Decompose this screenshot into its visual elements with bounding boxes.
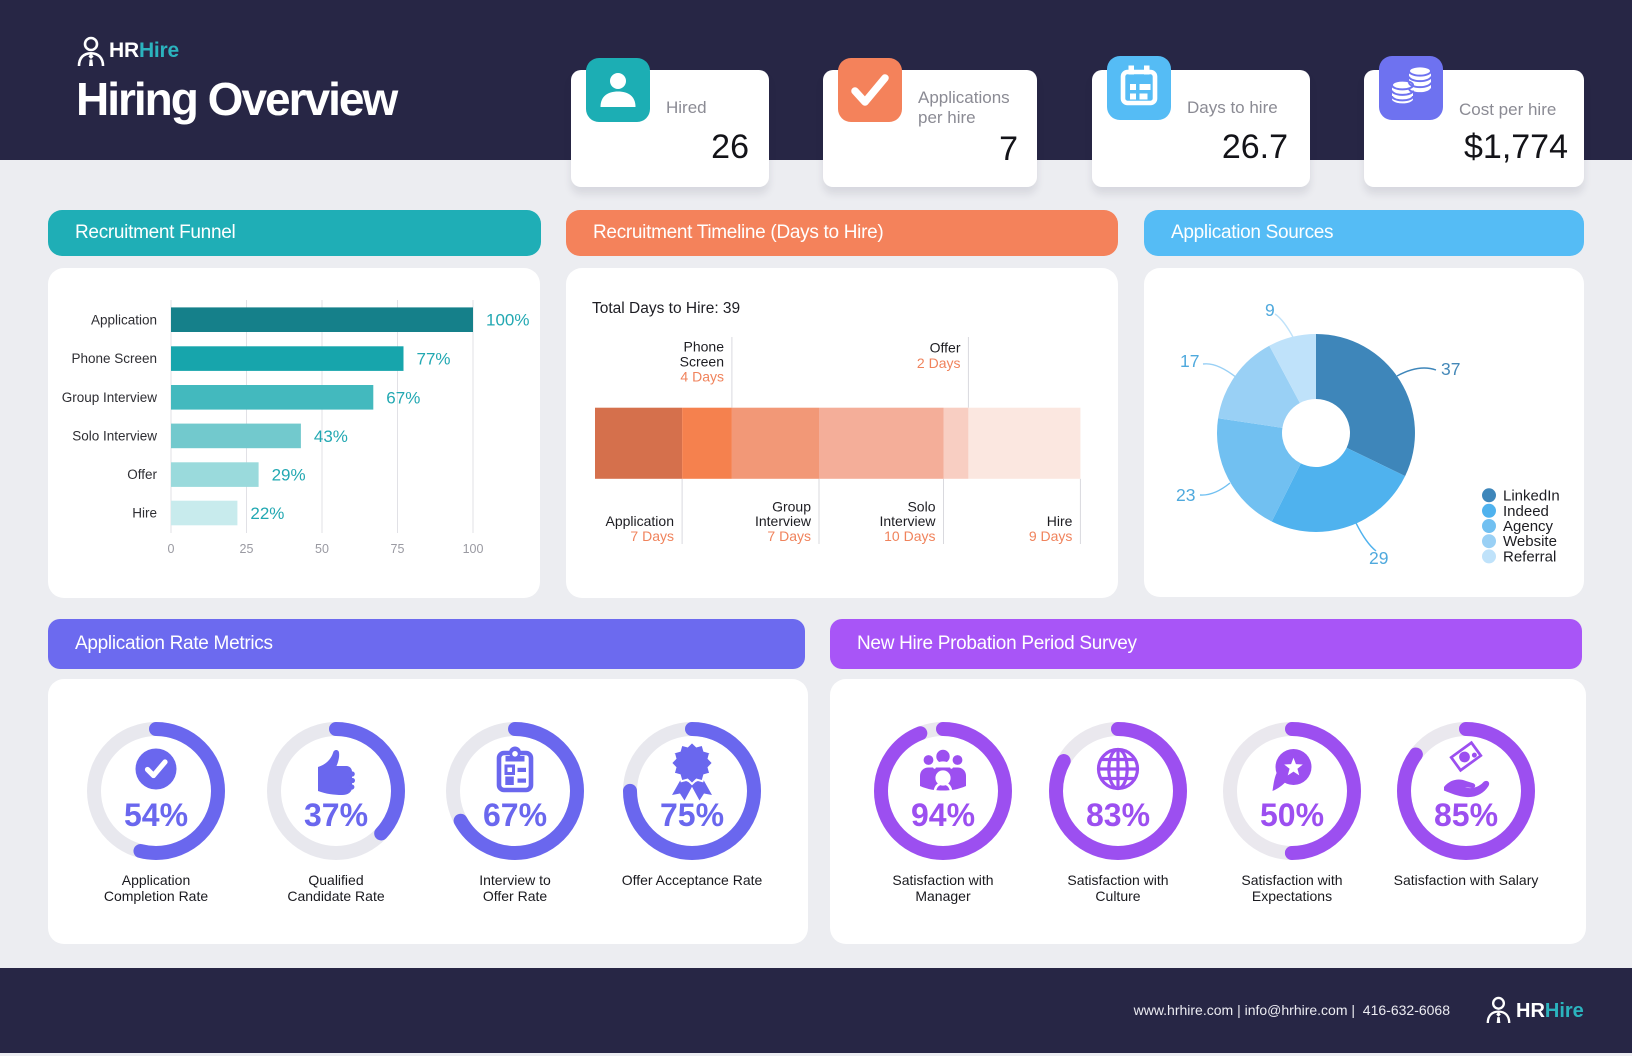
svg-text:94%: 94% <box>911 797 975 833</box>
svg-text:43%: 43% <box>314 427 348 446</box>
svg-text:83%: 83% <box>1086 797 1150 833</box>
svg-text:Interview: Interview <box>755 513 812 529</box>
svg-text:Referral: Referral <box>1503 548 1556 565</box>
svg-text:22%: 22% <box>250 504 284 523</box>
svg-text:54%: 54% <box>124 797 188 833</box>
svg-text:Offer: Offer <box>930 339 961 355</box>
svg-text:Hire: Hire <box>1047 513 1073 529</box>
svg-text:50: 50 <box>315 542 329 556</box>
svg-text:100: 100 <box>463 542 484 556</box>
svg-text:LinkedIn: LinkedIn <box>1503 487 1560 504</box>
svg-text:100%: 100% <box>486 311 529 330</box>
svg-text:Group: Group <box>772 499 811 515</box>
svg-text:23: 23 <box>1176 485 1195 505</box>
svg-text:Phone Screen: Phone Screen <box>71 351 157 366</box>
svg-text:Total Days to Hire: 39: Total Days to Hire: 39 <box>592 300 740 317</box>
svg-text:67%: 67% <box>483 797 547 833</box>
svg-text:Screen: Screen <box>680 354 724 370</box>
svg-text:67%: 67% <box>386 388 420 407</box>
svg-text:Solo: Solo <box>907 499 935 515</box>
svg-text:2 Days: 2 Days <box>917 355 961 371</box>
svg-text:75%: 75% <box>660 797 724 833</box>
svg-text:9 Days: 9 Days <box>1029 528 1073 544</box>
svg-text:Solo Interview: Solo Interview <box>72 429 157 444</box>
svg-text:29%: 29% <box>272 466 306 485</box>
svg-text:9: 9 <box>1265 300 1275 320</box>
svg-text:85%: 85% <box>1434 797 1498 833</box>
svg-text:37: 37 <box>1441 359 1460 379</box>
svg-text:25: 25 <box>240 542 254 556</box>
svg-text:37%: 37% <box>304 797 368 833</box>
svg-text:Application: Application <box>91 312 157 327</box>
svg-text:Phone: Phone <box>684 339 725 355</box>
svg-text:Hire: Hire <box>132 506 157 521</box>
svg-text:Agency: Agency <box>1503 518 1554 535</box>
svg-text:Indeed: Indeed <box>1503 503 1549 520</box>
svg-text:4 Days: 4 Days <box>680 368 724 384</box>
svg-text:75: 75 <box>391 542 405 556</box>
svg-text:Website: Website <box>1503 533 1557 550</box>
svg-text:Group Interview: Group Interview <box>62 390 158 405</box>
svg-text:10 Days: 10 Days <box>884 528 935 544</box>
svg-text:Interview: Interview <box>879 513 936 529</box>
svg-text:77%: 77% <box>417 350 451 369</box>
svg-text:50%: 50% <box>1260 797 1324 833</box>
svg-text:0: 0 <box>168 542 175 556</box>
svg-text:7 Days: 7 Days <box>767 528 811 544</box>
svg-text:29: 29 <box>1369 548 1388 568</box>
svg-text:Offer: Offer <box>127 467 157 482</box>
svg-text:17: 17 <box>1180 351 1199 371</box>
svg-text:7 Days: 7 Days <box>630 528 674 544</box>
svg-text:Application: Application <box>606 513 675 529</box>
